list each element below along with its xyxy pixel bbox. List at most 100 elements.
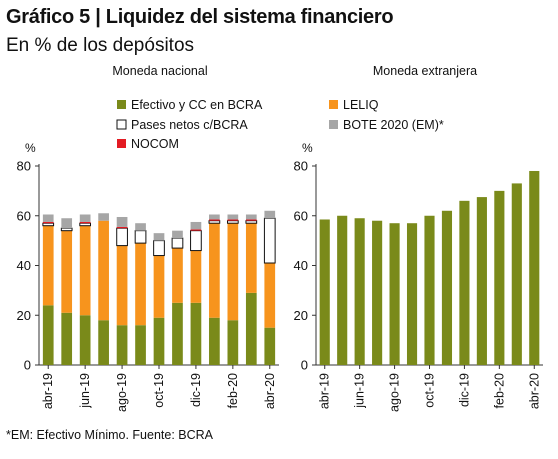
- bar-segment: [135, 243, 146, 326]
- bar-segment: [227, 320, 239, 365]
- y-tick-label: 20: [294, 308, 308, 323]
- panel-title: Moneda extranjera: [373, 64, 477, 78]
- bar-segment: [245, 220, 258, 224]
- legend-label: Pases netos c/BCRA: [131, 118, 248, 132]
- x-tick-label: abr-20: [263, 373, 277, 409]
- y-tick-label: 60: [294, 208, 308, 223]
- bar-segment: [441, 210, 453, 365]
- bar-segment: [134, 230, 147, 244]
- bar-segment: [459, 200, 470, 365]
- bar-segment: [42, 222, 55, 227]
- bar-segment: [476, 197, 487, 365]
- legend-label: Efectivo y CC en BCRA: [131, 98, 263, 112]
- y-tick-label: 80: [294, 159, 308, 174]
- bar-segment: [116, 227, 128, 247]
- x-tick-label: ago-19: [388, 373, 402, 412]
- bar-segment: [389, 223, 400, 365]
- bar-segment: [79, 221, 91, 224]
- bar-segment: [60, 227, 73, 232]
- bar-segment: [190, 302, 202, 365]
- bar-segment: [245, 219, 257, 221]
- bar-segment: [264, 327, 276, 365]
- bar-segment: [209, 223, 220, 318]
- x-tick-label: abr-19: [41, 373, 55, 409]
- x-tick-label: jun-19: [78, 373, 92, 409]
- bar-segment: [42, 214, 54, 222]
- bar-segment: [79, 225, 91, 316]
- bar-segment: [42, 221, 54, 224]
- bar-segment: [529, 170, 540, 365]
- bar-segment: [264, 263, 276, 328]
- bar-segment: [209, 214, 220, 220]
- x-tick-label: jun-19: [353, 373, 367, 409]
- x-tick-label: feb-20: [226, 373, 240, 408]
- x-tick-label: dic-19: [189, 373, 203, 407]
- bar-segment: [171, 237, 184, 249]
- bar-segment: [208, 220, 221, 224]
- x-tick-label: oct-19: [423, 373, 437, 408]
- bar-segment: [135, 223, 146, 231]
- bar-segment: [227, 214, 239, 220]
- bar-segment: [172, 248, 183, 303]
- bar-segment: [153, 255, 165, 318]
- legend-swatch: [116, 119, 127, 130]
- legend-swatch: [329, 120, 338, 129]
- bar-segment: [61, 230, 73, 313]
- bar-segment: [98, 220, 109, 321]
- bar-segment: [337, 215, 348, 365]
- bar-segment: [98, 320, 109, 365]
- bar-segment: [190, 230, 202, 252]
- bar-segment: [354, 218, 365, 365]
- bar-segment: [172, 302, 183, 365]
- bar-segment: [245, 223, 257, 293]
- bar-segment: [116, 226, 128, 229]
- bar-segment: [209, 219, 220, 221]
- bar-segment: [226, 220, 239, 224]
- bar-segment: [135, 325, 146, 365]
- y-tick-label: 20: [17, 308, 31, 323]
- bar-segment: [406, 223, 418, 365]
- bar-segment: [172, 230, 183, 239]
- bar-segment: [263, 217, 276, 264]
- bar-segment: [245, 292, 257, 365]
- y-axis-unit-label: %: [302, 141, 313, 155]
- y-axis-unit-label: %: [25, 141, 36, 155]
- y-tick-label: 40: [294, 258, 308, 273]
- bar-segment: [227, 219, 239, 221]
- bar-segment: [153, 233, 165, 241]
- y-tick-label: 60: [17, 208, 31, 223]
- legend-label: LELIQ: [343, 98, 379, 112]
- bar-segment: [153, 317, 165, 365]
- bar-segment: [116, 216, 128, 227]
- bar-segment: [494, 190, 505, 365]
- bar-segment: [42, 305, 54, 365]
- bar-segment: [190, 250, 202, 303]
- bar-segment: [79, 315, 91, 365]
- bar-segment: [153, 240, 165, 257]
- bar-segment: [511, 183, 522, 365]
- legend-swatch: [117, 100, 126, 109]
- bar-segment: [190, 229, 202, 231]
- y-tick-label: 40: [17, 258, 31, 273]
- y-tick-label: 0: [301, 358, 308, 373]
- legend-label: NOCOM: [131, 137, 179, 151]
- x-tick-label: ago-19: [115, 373, 129, 412]
- x-tick-label: feb-20: [492, 373, 506, 408]
- bar-segment: [190, 221, 202, 230]
- bar-segment: [319, 219, 330, 365]
- x-tick-label: dic-19: [457, 373, 471, 407]
- bar-segment: [264, 210, 276, 219]
- bar-segment: [42, 225, 54, 306]
- bar-segment: [116, 325, 128, 365]
- bar-segment: [227, 223, 239, 321]
- bar-segment: [79, 222, 92, 227]
- y-tick-label: 0: [24, 358, 31, 373]
- x-tick-label: abr-20: [527, 373, 541, 409]
- bar-segment: [424, 215, 435, 365]
- panel-title: Moneda nacional: [112, 64, 207, 78]
- bar-segment: [61, 218, 73, 229]
- bar-segment: [372, 220, 383, 365]
- bar-segment: [79, 214, 91, 222]
- legend-label: BOTE 2020 (EM)*: [343, 118, 444, 132]
